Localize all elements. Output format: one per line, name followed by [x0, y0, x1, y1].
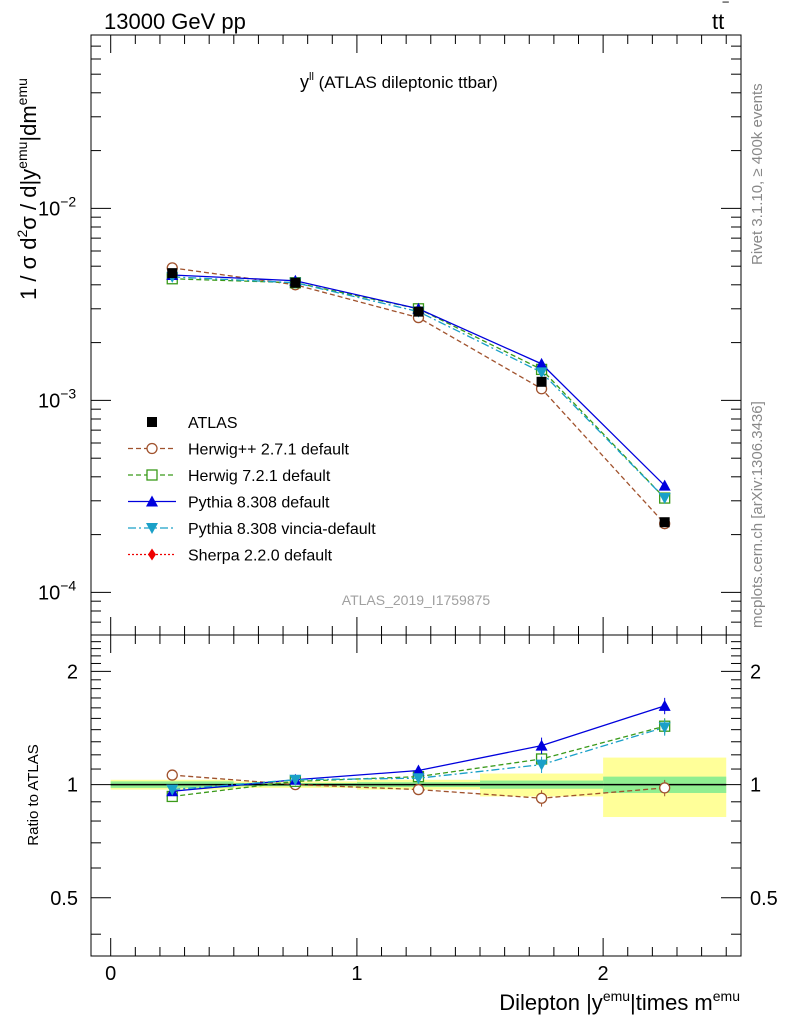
- series-point-pythia-8-308-vincia-default: [658, 493, 671, 505]
- y-tick-label-exponent: −4: [60, 577, 76, 593]
- ratio-point-pythia-8-308-vincia-default: [289, 774, 302, 786]
- ratio-y-label: Ratio to ATLAS: [25, 744, 42, 845]
- ratio-tick-label-right: 1: [750, 775, 761, 797]
- ratio-point-pythia-8-308-default: [535, 739, 548, 751]
- ratio-point-pythia-8-308-vincia-default: [166, 784, 179, 796]
- ratio-point-pythia-8-308-vincia-default: [658, 722, 671, 734]
- data-point-atlas: [659, 517, 670, 528]
- y-tick-label: 10−2: [38, 193, 76, 220]
- ratio-point-pythia-8-308-default: [658, 699, 671, 711]
- x-axis-label-pre: Dilepton |y: [499, 990, 603, 1015]
- ratio-tick-label: 0.5: [50, 888, 78, 910]
- ratio-tick-label: 2: [67, 661, 78, 683]
- legend-marker: [147, 417, 157, 427]
- main-title-rest: (ATLAS dileptonic ttbar): [314, 73, 498, 92]
- legend-marker: [146, 469, 158, 481]
- legend-marker: [146, 442, 158, 455]
- legend-label: Pythia 8.308 vincia-default: [188, 521, 376, 538]
- x-axis-label: Dilepton |yemu|times memu: [499, 988, 740, 1015]
- x-axis-label-mid: |times m: [630, 990, 713, 1015]
- y-tick-label-base: 10: [38, 582, 60, 604]
- ratio-line-herwig-7-2-1-default: [172, 725, 665, 798]
- energy-label: 13000 GeV pp: [104, 9, 246, 34]
- series-point-pythia-8-308-default: [535, 357, 548, 369]
- ratio-plot-frame: [90, 634, 742, 957]
- legend-marker: [148, 548, 156, 561]
- data-point-atlas: [536, 376, 547, 387]
- y-tick-label: 10−4: [38, 577, 76, 604]
- legend-label: Herwig++ 2.7.1 default: [188, 442, 350, 459]
- ratio-tick-label-right: 0.5: [750, 888, 778, 910]
- main-y-label-sup1: 2: [14, 230, 30, 238]
- ratio-point-herwig-2-7-1-default: [535, 792, 548, 804]
- ratio-point-herwig-2-7-1-default: [166, 769, 178, 781]
- ratio-point-pythia-8-308-default: [412, 764, 425, 776]
- process-bar: ‾: [722, 1, 729, 18]
- main-y-label-mid2: |dm: [16, 105, 41, 141]
- main-y-label: 1 / σ d2σ / d|yemu|dmemu: [14, 78, 41, 300]
- x-tick-label: 2: [598, 963, 609, 985]
- main-y-label-sup2: emu: [14, 142, 30, 169]
- legend-marker: [146, 495, 158, 507]
- data-point-atlas: [167, 268, 178, 279]
- ratio-point-herwig-2-7-1-default: [412, 783, 425, 796]
- legend-marker: [146, 523, 158, 534]
- legend-label: Pythia 8.308 default: [188, 495, 330, 512]
- data-point-atlas: [413, 306, 424, 317]
- main-y-label-pre: 1 / σ d: [16, 238, 41, 301]
- x-axis-label-sup1: emu: [603, 988, 630, 1004]
- legend-label: Sherpa 2.2.0 default: [188, 548, 333, 565]
- ratio-point-pythia-8-308-vincia-default: [412, 773, 425, 785]
- x-tick-label: 1: [351, 963, 362, 985]
- series-point-pythia-8-308-default: [658, 479, 671, 491]
- main-title-main: y: [300, 72, 309, 92]
- series-line-pythia-8-308-vincia-default: [172, 276, 666, 499]
- process-label-base: tt: [712, 9, 724, 34]
- data-point-atlas: [290, 277, 301, 288]
- y-tick-label-exponent: −2: [60, 193, 76, 209]
- main-y-label-sup3: emu: [14, 78, 30, 105]
- y-tick-label-base: 10: [38, 390, 60, 412]
- ratio-tick-label-right: 2: [750, 661, 761, 683]
- ratio-line-herwig-2-7-1-default: [172, 774, 665, 799]
- ratio-series-group: [166, 697, 671, 807]
- main-title-sup: ll: [309, 71, 314, 83]
- analysis-watermark: ATLAS_2019_I1759875: [342, 592, 491, 608]
- y-tick-label-exponent: −3: [60, 385, 76, 401]
- ratio-point-herwig-2-7-1-default: [659, 782, 671, 794]
- main-plot-frame: [90, 34, 742, 636]
- x-tick-label: 0: [105, 963, 116, 985]
- axis-ticks: 0 1 210−210−310−42 21 10.5 0.5: [38, 34, 778, 985]
- ratio-tick-label: 1: [67, 775, 78, 797]
- series-point-pythia-8-308-vincia-default: [535, 367, 548, 379]
- rivet-label: Rivet 3.1.10, ≥ 400k events: [749, 83, 766, 265]
- x-axis-label-sup2: emu: [713, 988, 740, 1004]
- process-label: tt: [712, 9, 724, 34]
- y-tick-label: 10−3: [38, 385, 76, 412]
- legend-label: ATLAS: [188, 415, 238, 432]
- main-series-group: [166, 262, 671, 530]
- main-y-label-mid: σ / d|y: [16, 169, 41, 230]
- ratio-point-pythia-8-308-vincia-default: [535, 759, 548, 771]
- y-tick-label-base: 10: [38, 198, 60, 220]
- legend-label: Herwig 7.2.1 default: [188, 468, 331, 485]
- legend: ATLAS Herwig++ 2.7.1 default Herwig 7.2.1 …: [128, 415, 376, 565]
- main-title: yll (ATLAS dileptonic ttbar): [300, 71, 498, 92]
- mcplots-label: mcplots.cern.ch [arXiv:1306.3436]: [749, 401, 766, 628]
